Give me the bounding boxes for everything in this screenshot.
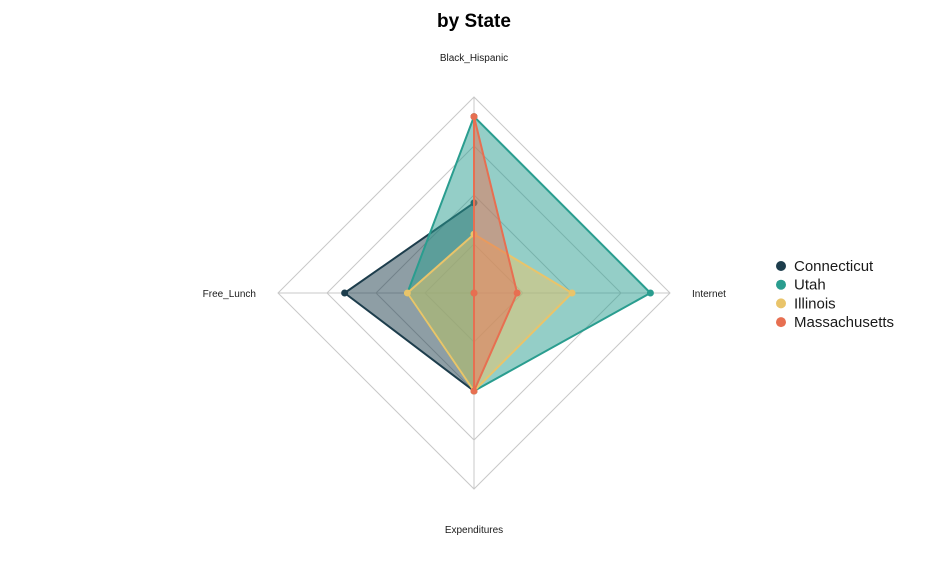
legend-swatch-massachusetts <box>776 317 786 328</box>
data-point-massachusetts-black-hispanic <box>470 113 478 121</box>
chart-title: by State <box>437 11 511 32</box>
legend-label-utah: Utah <box>794 277 826 294</box>
axis-labels: Black_Hispanic Internet Expenditures Free_L… <box>203 53 727 536</box>
legend-label-illinois: Illinois <box>794 295 836 312</box>
data-point-massachusetts-expenditures <box>470 387 478 395</box>
data-point-massachusetts-internet <box>513 289 521 297</box>
data-point-illinois-free-lunch <box>403 289 411 297</box>
legend-swatch-illinois <box>776 298 786 309</box>
data-point-illinois-internet <box>568 289 576 297</box>
axis-label-expenditures: Expenditures <box>445 525 503 536</box>
legend-label-connecticut: Connecticut <box>794 258 874 275</box>
axis-label-black-hispanic: Black_Hispanic <box>440 53 508 64</box>
legend-label-massachusetts: Massachusetts <box>794 314 894 331</box>
data-point-utah-internet <box>646 289 654 297</box>
legend-swatch-connecticut <box>776 261 786 271</box>
axis-label-internet: Internet <box>692 289 726 300</box>
data-point-massachusetts-free-lunch <box>470 289 478 297</box>
legend-swatch-utah <box>776 279 786 290</box>
data-point-connecticut-free-lunch <box>341 289 349 297</box>
radar-series <box>341 113 654 395</box>
axis-label-free-lunch: Free_Lunch <box>203 289 256 300</box>
